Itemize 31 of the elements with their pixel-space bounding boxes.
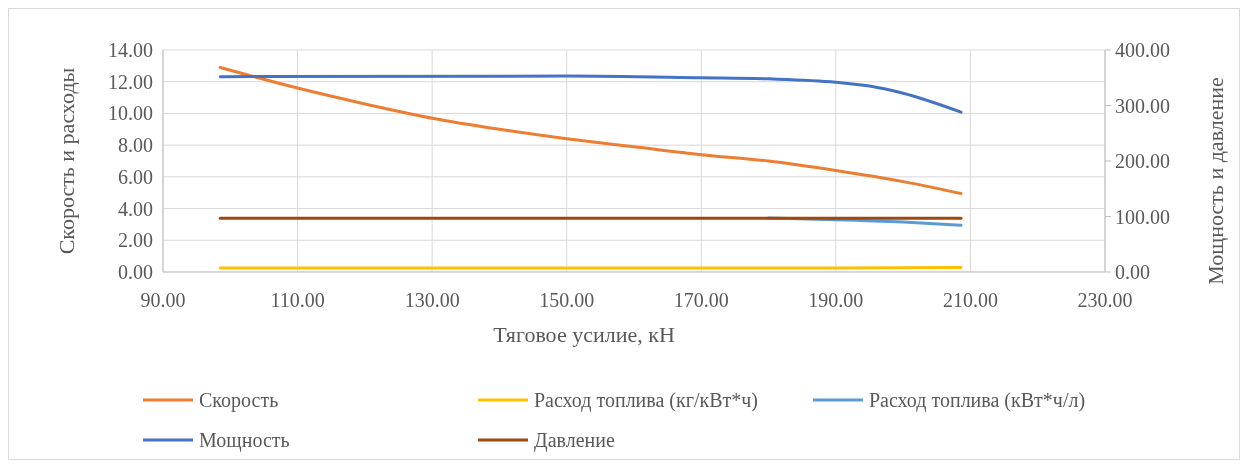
legend-label: Давление (534, 429, 615, 452)
x-axis-title: Тяговое усилие, кН (493, 322, 675, 347)
y-tick-label: 6.00 (118, 165, 153, 188)
y2-axis-title: Мощность и давление (1203, 77, 1228, 285)
line-series (218, 65, 963, 196)
y-tick-label: 10.00 (108, 102, 153, 125)
y2-tick-label: 300.00 (1115, 94, 1170, 117)
x-tick-label: 130.00 (404, 289, 460, 311)
y2-tick-label: 100.00 (1115, 205, 1170, 228)
y-tick-label: 0.00 (118, 261, 153, 283)
y-axis-title: Скорость и расходы (54, 67, 79, 255)
x-tick-label: 190.00 (808, 289, 864, 311)
y-tick-label: 2.00 (118, 229, 153, 252)
x-tick-label: 110.00 (270, 289, 325, 311)
y-tick-label: 12.00 (108, 70, 153, 93)
x-tick-label: 90.00 (140, 289, 186, 311)
y2-tick-label: 200.00 (1115, 150, 1170, 172)
x-tick-label: 170.00 (673, 289, 729, 311)
x-tick-label: 150.00 (539, 289, 595, 311)
x-tick-label: 230.00 (1077, 289, 1133, 311)
x-tick-label: 210.00 (942, 289, 998, 311)
legend-label: Расход топлива (кВт*ч/л) (869, 389, 1086, 412)
y2-tick-label: 0.00 (1115, 261, 1150, 283)
y-tick-label: 14.00 (108, 39, 153, 61)
y2-tick-label: 400.00 (1115, 39, 1170, 61)
line-series (218, 74, 963, 114)
legend-label: Расход топлива (кг/кВт*ч) (534, 389, 759, 412)
y-tick-label: 4.00 (118, 197, 153, 220)
legend-label: Мощность (199, 429, 290, 452)
y-tick-label: 8.00 (118, 134, 153, 157)
legend-label: Скорость (199, 389, 279, 412)
